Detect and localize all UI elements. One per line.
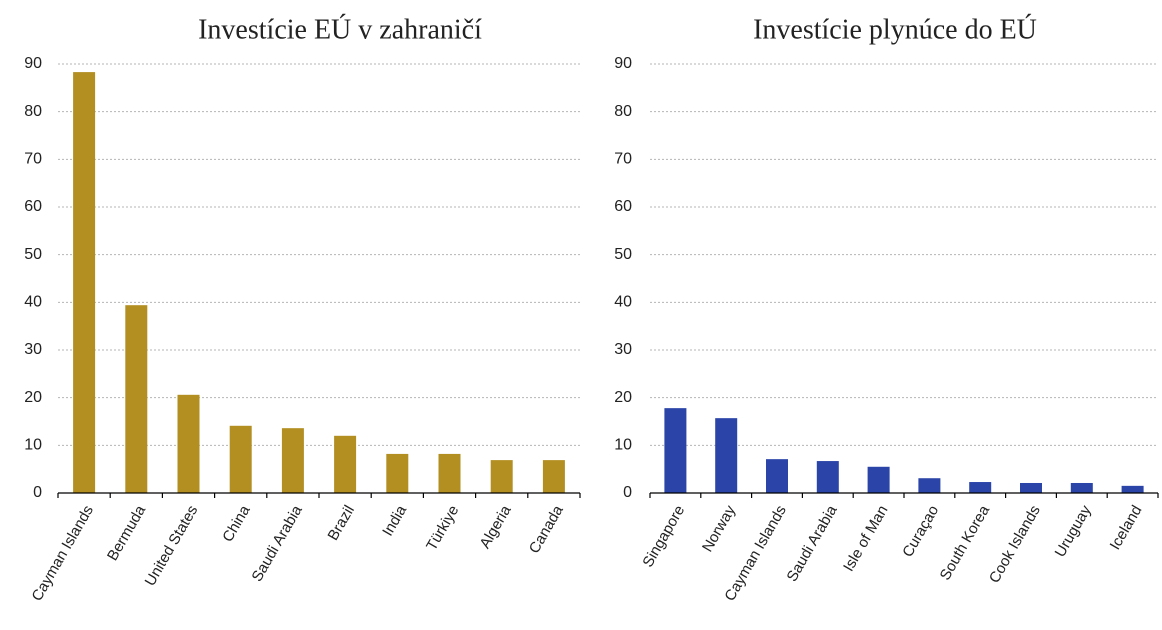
y-tick-label: 10 (24, 437, 42, 454)
x-tick-label: Canada (526, 502, 567, 557)
y-tick-label: 10 (614, 437, 632, 454)
bar (918, 478, 941, 493)
chart-title: Investície EÚ v zahraničí (198, 14, 482, 45)
y-tick-label: 50 (614, 246, 632, 263)
x-tick-label: Curaçao (899, 502, 942, 560)
bar (766, 459, 788, 493)
x-tick-label: Saudi Arabia (249, 502, 307, 585)
x-tick-label: China (219, 502, 254, 545)
bar (715, 418, 738, 493)
bar (438, 453, 461, 493)
bar (281, 428, 304, 493)
x-tick-label: Cook Islands (986, 502, 1044, 586)
bar (334, 435, 357, 493)
x-tick-label: Bermuda (104, 502, 149, 564)
bar (125, 305, 148, 493)
y-tick-label: 80 (614, 103, 632, 120)
x-tick-label: Algeria (477, 502, 515, 552)
y-tick-label: 60 (24, 198, 42, 215)
bar (969, 482, 992, 493)
y-tick-label: 30 (614, 341, 632, 358)
x-tick-label: India (379, 502, 410, 539)
chart-title: Investície plynúce do EÚ (753, 14, 1037, 45)
bar (177, 394, 200, 493)
bar (542, 460, 565, 493)
bar (1070, 482, 1093, 493)
x-tick-label: Singapore (639, 502, 688, 570)
y-tick-label: 80 (24, 103, 42, 120)
y-tick-label: 40 (24, 294, 42, 311)
x-tick-label: Uruguay (1052, 502, 1095, 560)
x-tick-label: South Korea (937, 502, 994, 583)
x-tick-label: United States (142, 502, 202, 588)
x-tick-label: Brazil (325, 502, 358, 543)
x-tick-label: Cayman Islands (28, 502, 97, 604)
y-tick-label: 40 (614, 294, 632, 311)
bar (664, 408, 687, 493)
y-tick-label: 70 (614, 151, 632, 168)
bar (1121, 485, 1144, 493)
y-tick-label: 0 (623, 484, 632, 501)
x-tick-label: Türkiye (423, 502, 462, 553)
bar (490, 460, 513, 493)
y-tick-label: 20 (24, 389, 42, 406)
y-tick-label: 0 (33, 484, 42, 501)
y-tick-label: 20 (614, 389, 632, 406)
y-tick-label: 70 (24, 151, 42, 168)
bar (386, 453, 409, 493)
bar (229, 425, 252, 493)
y-tick-label: 50 (24, 246, 42, 263)
x-tick-label: Isle of Man (840, 502, 891, 574)
bar (73, 72, 96, 493)
bar (1020, 482, 1042, 493)
y-tick-label: 30 (24, 341, 42, 358)
y-tick-label: 90 (24, 55, 42, 72)
y-tick-label: 60 (614, 198, 632, 215)
bar (816, 461, 839, 493)
x-tick-label: Norway (699, 502, 739, 555)
x-tick-label: Saudi Arabia (783, 502, 841, 585)
y-tick-label: 90 (614, 55, 632, 72)
bar (867, 466, 890, 493)
x-tick-label: Iceland (1107, 502, 1146, 552)
